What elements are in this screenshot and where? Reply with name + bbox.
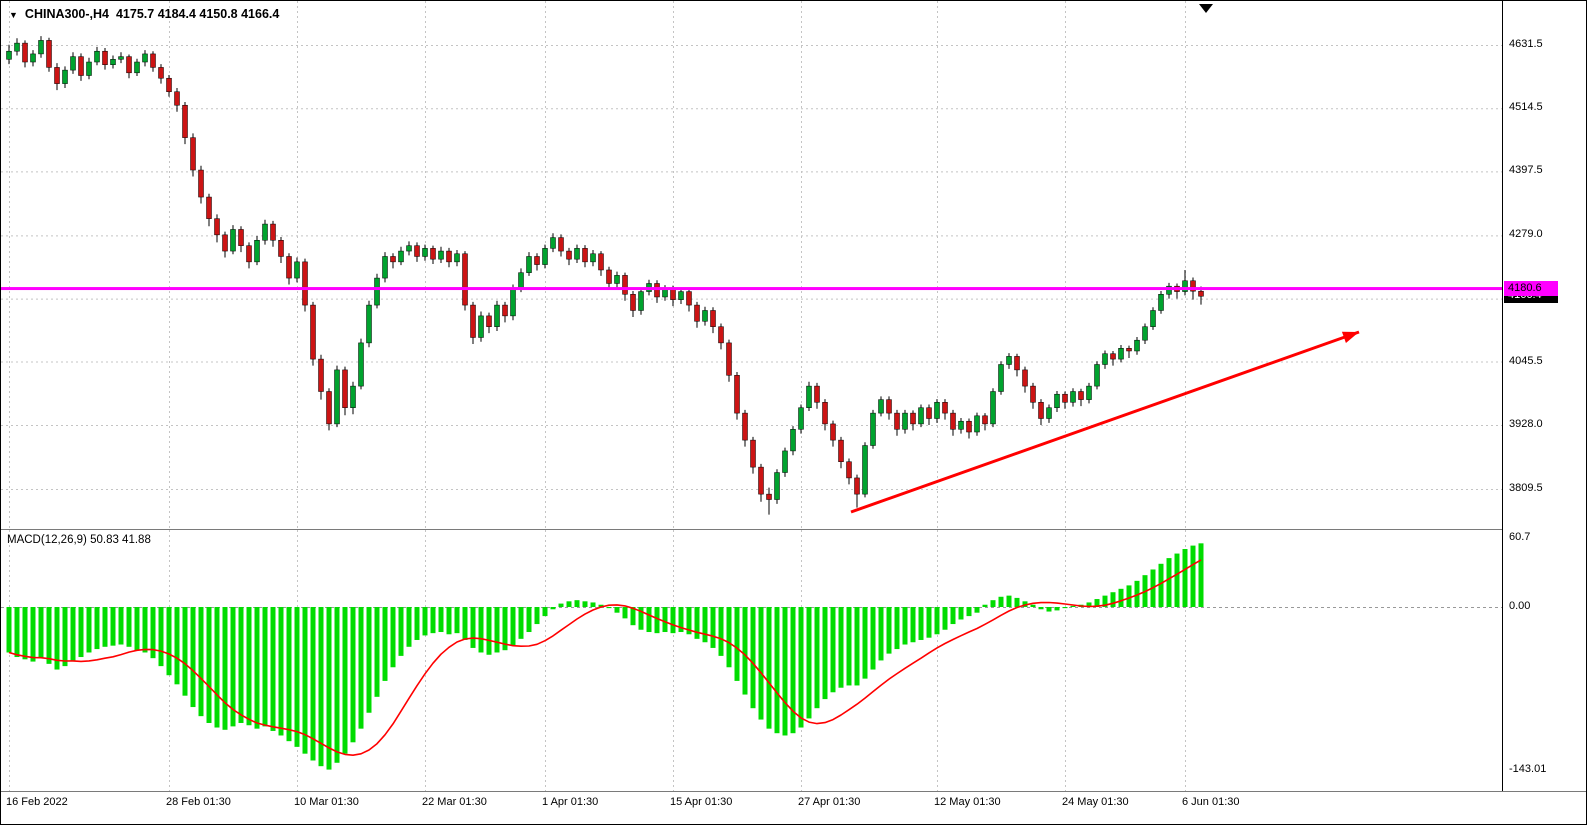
price-chart[interactable]	[1, 1, 1502, 529]
macd-indicator-label: MACD(12,26,9) 50.83 41.88	[7, 534, 151, 546]
time-axis-label: 10 Mar 01:30	[294, 796, 359, 808]
price-axis-label: 4631.5	[1509, 38, 1543, 50]
symbol-dropdown-icon[interactable]: ▼	[9, 10, 18, 20]
candles-layer	[6, 36, 1204, 515]
trend-arrow-object[interactable]	[850, 330, 1360, 514]
horizontal-line-object[interactable]	[1, 287, 1502, 291]
symbol-period-label: CHINA300-,H4	[24, 7, 109, 21]
price-axis[interactable]: 3809.53928.04045.54162.04279.04397.54514…	[1503, 1, 1586, 791]
price-axis-label: 4279.0	[1509, 228, 1543, 241]
price-axis-label: 4397.5	[1509, 164, 1543, 177]
time-axis-label: 15 Apr 01:30	[670, 796, 733, 808]
macd-axis-label-zero: 0.00	[1509, 600, 1531, 612]
macd-histogram	[6, 543, 1204, 770]
price-axis-label: 4514.5	[1509, 101, 1543, 114]
time-axis-label: 24 May 01:30	[1062, 796, 1129, 808]
time-axis-label: 16 Feb 2022	[6, 796, 68, 808]
macd-axis-label-bottom: -143.01	[1509, 762, 1547, 775]
price-axis-label: 3809.5	[1509, 482, 1543, 494]
time-axis-divider	[1, 791, 1586, 792]
time-axis-label: 28 Feb 01:30	[166, 796, 231, 808]
chart-header: ▼ CHINA300-,H4 4175.7 4184.4 4150.8 4166…	[9, 7, 279, 21]
time-axis-label: 22 Mar 01:30	[422, 796, 487, 808]
macd-axis-label-top: 60.7	[1509, 530, 1531, 543]
price-axis-label: 4045.5	[1509, 354, 1543, 367]
hline-price-tag[interactable]: 4180.6	[1504, 280, 1558, 296]
panel-divider[interactable]	[1, 529, 1586, 530]
object-marker-icon[interactable]	[1199, 4, 1213, 13]
time-axis-label: 1 Apr 01:30	[542, 796, 599, 808]
time-axis-label: 6 Jun 01:30	[1182, 796, 1240, 808]
time-axis-label: 27 Apr 01:30	[798, 796, 861, 808]
price-axis-label: 3928.0	[1509, 417, 1543, 430]
time-axis[interactable]: 16 Feb 2022 28 Feb 01:30 10 Mar 01:30 22 Ma…	[1, 792, 1586, 824]
macd-signal-line	[8, 559, 1202, 756]
main-grid	[1, 1, 1502, 529]
ohlc-readout: 4175.7 4184.4 4150.8 4166.4	[115, 7, 280, 21]
time-axis-label: 12 May 01:30	[934, 796, 1001, 808]
price-axis-separator	[1502, 1, 1503, 791]
macd-indicator-chart[interactable]	[1, 530, 1502, 791]
